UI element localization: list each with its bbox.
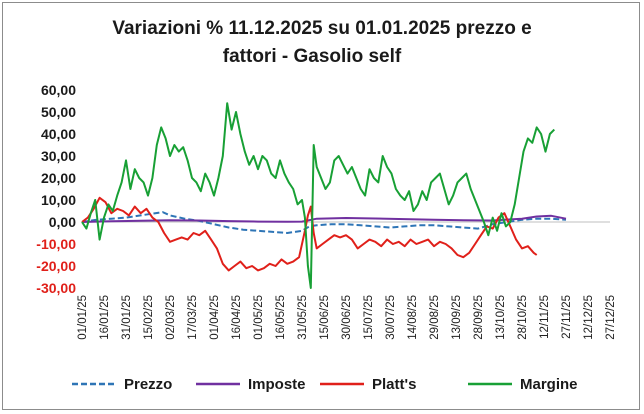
- x-tick-label: 28/10/25: [517, 295, 529, 340]
- y-axis: 60,00 50,00 40,00 30,00 20,00 10,00 0,00 -10,00…: [36, 82, 76, 296]
- x-tick-label: 27/12/25: [605, 295, 617, 340]
- x-tick-label: 31/01/25: [121, 295, 133, 340]
- x-tick-label: 01/05/25: [253, 295, 265, 340]
- x-tick-label: 16/05/25: [275, 295, 287, 340]
- x-tick-label: 13/10/25: [495, 295, 507, 340]
- y-tick-label: 10,00: [41, 192, 76, 208]
- y-tick-label: -10,00: [36, 236, 76, 252]
- legend: Prezzo Imposte Platt's Margine: [72, 376, 578, 393]
- y-tick-label: 50,00: [41, 104, 76, 120]
- x-tick-label: 12/11/25: [539, 295, 551, 339]
- x-tick-label: 27/11/25: [561, 295, 573, 339]
- x-tick-label: 17/03/25: [187, 295, 199, 340]
- x-tick-label: 30/06/25: [341, 295, 353, 340]
- x-tick-label: 16/04/25: [231, 295, 243, 340]
- y-tick-label: 40,00: [41, 126, 76, 142]
- chart-title-line-2: fattori - Gasolio self: [223, 46, 402, 67]
- x-tick-label: 16/01/25: [99, 295, 111, 340]
- x-tick-label: 01/04/25: [209, 295, 221, 340]
- legend-label: Margine: [520, 376, 578, 393]
- x-tick-label: 31/05/25: [297, 295, 309, 340]
- x-tick-label: 29/08/25: [429, 295, 441, 340]
- legend-label: Imposte: [248, 376, 306, 393]
- x-tick-label: 02/03/25: [165, 295, 177, 340]
- x-tick-label: 12/12/25: [583, 295, 595, 340]
- x-tick-label: 13/09/25: [451, 295, 463, 340]
- x-axis: 01/01/25 16/01/25 31/01/25 15/02/25 02/03/25…: [77, 295, 617, 340]
- plot-area: [81, 102, 567, 289]
- series-line-imposte: [81, 214, 567, 223]
- series-line-platts: [81, 196, 538, 272]
- x-tick-label: 28/09/25: [473, 295, 485, 340]
- y-tick-label: 0,00: [49, 214, 76, 230]
- chart-title-line-1: Variazioni % 11.12.2025 su 01.01.2025 pr…: [112, 18, 531, 39]
- y-tick-label: -20,00: [36, 258, 76, 274]
- x-tick-label: 30/07/25: [385, 295, 397, 340]
- x-tick-label: 15/06/25: [319, 295, 331, 340]
- legend-label: Prezzo: [124, 376, 172, 393]
- y-tick-label: 30,00: [41, 148, 76, 164]
- x-tick-label: 15/02/25: [143, 295, 155, 340]
- x-tick-label: 15/07/25: [363, 295, 375, 340]
- y-tick-label: -30,00: [36, 280, 76, 296]
- y-tick-label: 60,00: [41, 82, 76, 98]
- x-tick-label: 14/08/25: [407, 295, 419, 340]
- legend-label: Platt's: [372, 376, 416, 393]
- x-tick-label: 01/01/25: [77, 295, 89, 340]
- series-line-margine: [81, 102, 556, 289]
- y-tick-label: 20,00: [41, 170, 76, 186]
